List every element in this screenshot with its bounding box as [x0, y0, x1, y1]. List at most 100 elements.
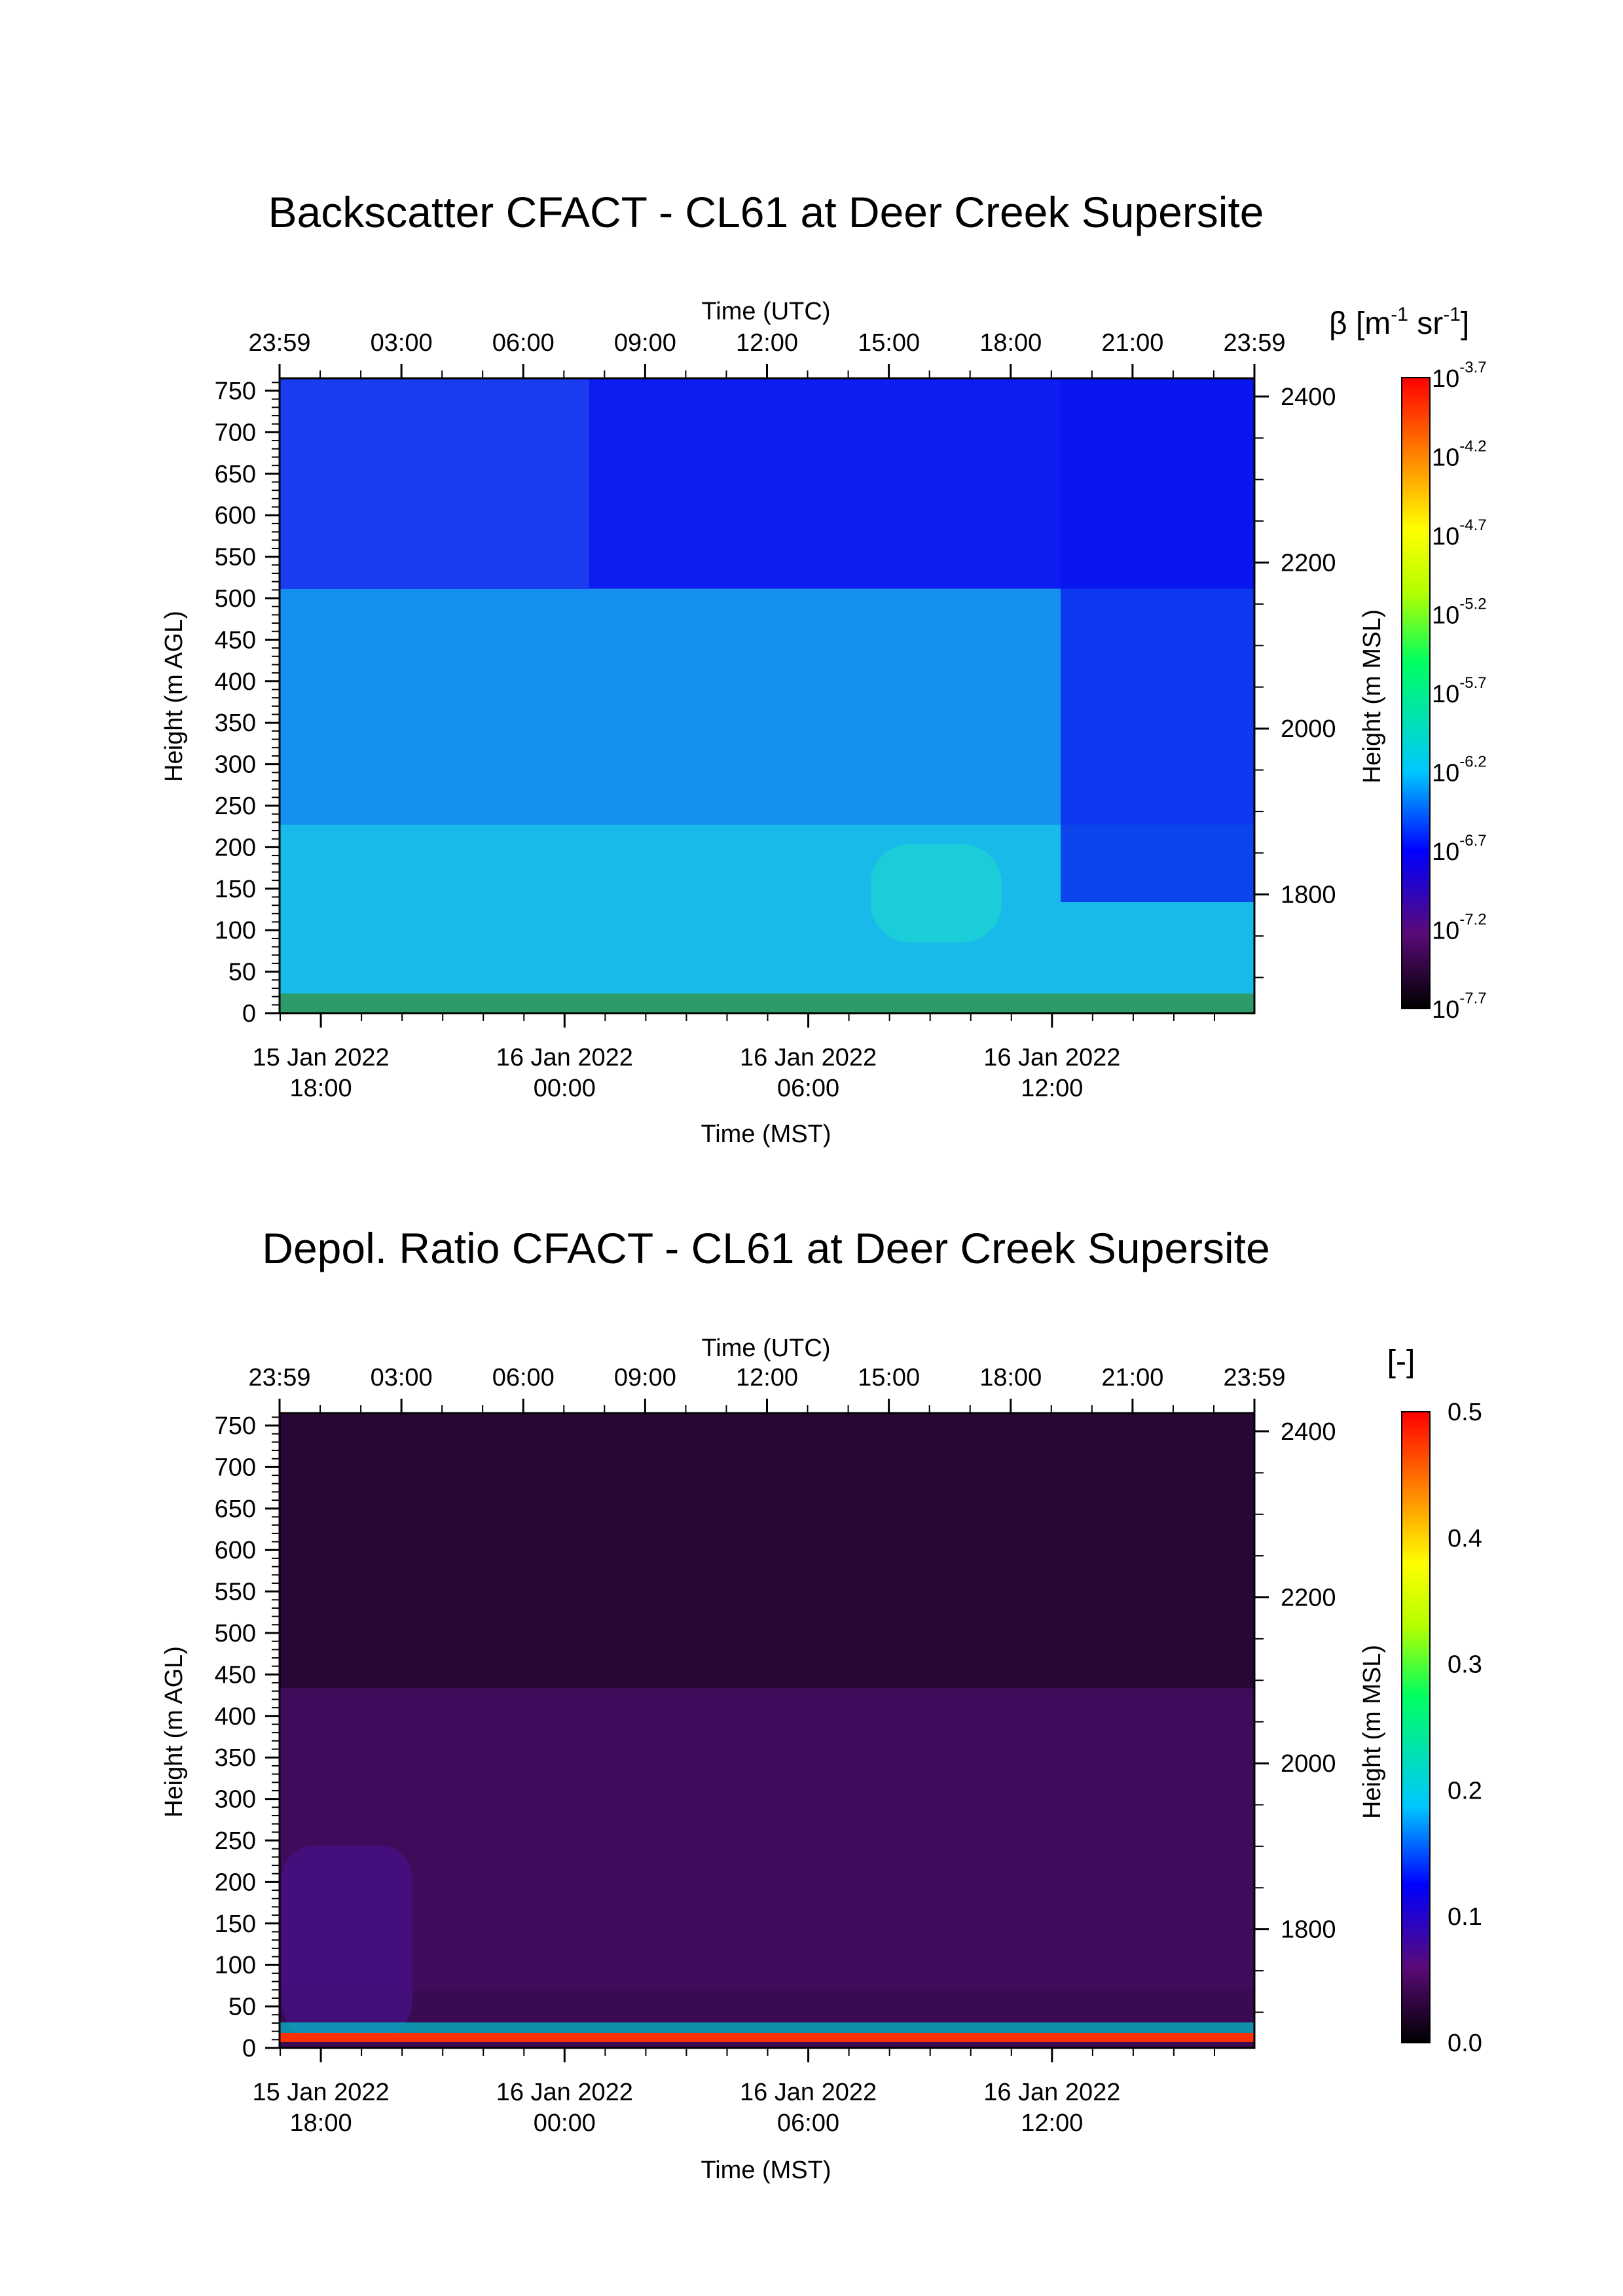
- top-tick-label: 15:00: [858, 329, 920, 357]
- surface-noise-strip: [280, 2022, 1254, 2033]
- left-tick-label: 700: [215, 419, 256, 446]
- right-tick-label: 1800: [1281, 1916, 1336, 1944]
- bottom-tick-date: 16 Jan 2022: [983, 1044, 1120, 1071]
- top-tick-label: 12:00: [736, 329, 798, 357]
- left-tick-label: 150: [215, 1910, 256, 1938]
- bottom-tick-time: 06:00: [777, 2109, 839, 2137]
- colorbar-tick-base: 10: [1432, 996, 1459, 1024]
- colorbar-tick-exponent: -7.2: [1459, 911, 1486, 929]
- left-tick-label: 0: [242, 2035, 256, 2062]
- bottom-tick-time: 12:00: [1021, 1075, 1083, 1102]
- colorbar-tick-label: 0.4: [1448, 1525, 1482, 1552]
- colorbar-label-part: sr: [1408, 306, 1443, 341]
- top-tick-label: 15:00: [858, 1364, 920, 1391]
- left-tick-label: 700: [215, 1454, 256, 1481]
- left-tick-label: 350: [215, 1744, 256, 1772]
- chart-title: Depol. Ratio CFACT - CL61 at Deer Creek …: [262, 1224, 1269, 1272]
- surface-high-strip: [280, 2033, 1254, 2042]
- bottom-tick-time: 00:00: [534, 2109, 596, 2137]
- left-tick-label: 250: [215, 793, 256, 820]
- left-tick-label: 450: [215, 1661, 256, 1689]
- colorbar-tick-label: 10-5.7: [1432, 674, 1487, 708]
- mid-layer: [280, 1689, 1254, 1990]
- colorbar-tick-exponent: -5.2: [1459, 596, 1486, 613]
- top-ticks: 23:59 03:00 06:00 09:00 12:00 15:00 18:00 21:00…: [248, 1364, 1286, 1413]
- right-ticks: 1800 2000 2200 2400: [1254, 384, 1336, 909]
- bottom-tick-date: 16 Jan 2022: [496, 1044, 633, 1071]
- top-tick-label: 23:59: [248, 329, 310, 357]
- top-tick-label: 03:00: [371, 1364, 433, 1391]
- left-tick-label: 400: [215, 668, 256, 696]
- right-ticks: 1800 2000 2200 2400: [1254, 1418, 1336, 1944]
- top-ticks: 23:59 03:00 06:00 09:00 12:00 15:00 18:00 21:00…: [248, 329, 1286, 378]
- colorbar-label-part: β [m: [1329, 306, 1391, 341]
- bottom-tick-time: 18:00: [290, 2109, 352, 2137]
- colorbar-tick-exponent: -7.7: [1459, 990, 1486, 1007]
- backscatter-panel: Backscatter CFACT - CL61 at Deer Creek S…: [160, 188, 1487, 1148]
- left-tick-label: 50: [228, 959, 256, 986]
- left-ticks: 0 50 100 150 200 250 300 350 400 450 500 550 600 650 7…: [215, 1412, 280, 2062]
- colorbar-label-part: -1: [1443, 304, 1461, 325]
- colorbar-tick-label: 0.0: [1448, 2030, 1482, 2057]
- colorbar-label-part: -1: [1391, 304, 1408, 325]
- left-plume: [282, 1846, 412, 2036]
- left-tick-label: 500: [215, 1620, 256, 1647]
- bottom-tick-time: 00:00: [534, 1075, 596, 1102]
- top-tick-label: 21:00: [1101, 329, 1163, 357]
- colorbar-ticks: 0.0 0.1 0.2 0.3 0.4 0.5: [1448, 1399, 1482, 2057]
- left-tick-label: 500: [215, 585, 256, 613]
- colorbar-label-part: ]: [1461, 306, 1469, 341]
- bottom-tick-time: 12:00: [1021, 2109, 1083, 2137]
- right-axis-label: Height (m MSL): [1359, 1645, 1386, 1819]
- colorbar-tick-exponent: -4.7: [1459, 516, 1486, 534]
- bottom-tick-time: 18:00: [290, 1075, 352, 1102]
- top-tick-label: 06:00: [492, 329, 555, 357]
- minor-ticks: [272, 1405, 1264, 2056]
- left-tick-label: 0: [242, 1000, 256, 1028]
- colorbar: β [m-1 sr-1] 10-7.710-7.210-6.710-6.210-…: [1329, 304, 1487, 1024]
- colorbar: [-] 0.0 0.1 0.2 0.3 0.4 0.5: [1387, 1344, 1482, 2057]
- bottom-axis-label: Time (MST): [701, 1121, 831, 1148]
- left-tick-label: 600: [215, 1537, 256, 1564]
- left-tick-label: 250: [215, 1827, 256, 1855]
- left-tick-label: 200: [215, 1869, 256, 1896]
- bottom-tick-date: 15 Jan 2022: [252, 2079, 389, 2106]
- colorbar-label: [-]: [1387, 1344, 1415, 1379]
- colorbar-tick-exponent: -5.7: [1459, 674, 1486, 692]
- top-tick-label: 18:00: [979, 1364, 1042, 1391]
- colorbar-tick-label: 10-4.2: [1432, 438, 1487, 472]
- left-axis-label: Height (m AGL): [160, 611, 188, 782]
- bottom-axis-label: Time (MST): [701, 2157, 831, 2184]
- minor-ticks: [272, 370, 1264, 1021]
- left-tick-label: 750: [215, 378, 256, 405]
- colorbar-tick-base: 10: [1432, 838, 1459, 866]
- right-tick-label: 2400: [1281, 384, 1336, 411]
- colorbar-tick-base: 10: [1432, 523, 1459, 550]
- bottom-tick-date: 16 Jan 2022: [740, 2079, 877, 2106]
- colorbar-tick-label: 0.5: [1448, 1399, 1482, 1426]
- colorbar-label: β [m-1 sr-1]: [1329, 304, 1469, 341]
- left-tick-label: 50: [228, 1994, 256, 2021]
- left-ticks: 0 50 100 150 200 250 300 350 400 450 500 550 600 650 7…: [215, 378, 280, 1028]
- colorbar-tick-label: 0.2: [1448, 1777, 1482, 1804]
- left-tick-label: 550: [215, 544, 256, 571]
- colorbar-tick-exponent: -6.2: [1459, 753, 1486, 771]
- bottom-tick-date: 15 Jan 2022: [252, 1044, 389, 1071]
- colorbar-tick-exponent: -6.7: [1459, 832, 1486, 850]
- left-axis-label: Height (m AGL): [160, 1646, 188, 1818]
- heatmap-plot-area: [278, 1412, 1256, 2049]
- left-tick-label: 650: [215, 461, 256, 488]
- left-tick-label: 100: [215, 1952, 256, 1979]
- left-tick-label: 200: [215, 834, 256, 861]
- chart-title: Backscatter CFACT - CL61 at Deer Creek S…: [268, 188, 1264, 236]
- right-tick-label: 2200: [1281, 1584, 1336, 1611]
- top-axis-label: Time (UTC): [702, 1335, 831, 1362]
- right-tick-label: 2400: [1281, 1418, 1336, 1446]
- left-tick-label: 100: [215, 917, 256, 944]
- left-tick-label: 150: [215, 876, 256, 903]
- right-tick-label: 2000: [1281, 715, 1336, 743]
- colorbar-tick-base: 10: [1432, 444, 1459, 472]
- right-axis-label: Height (m MSL): [1359, 609, 1386, 783]
- colorbar-tick-base: 10: [1432, 365, 1459, 393]
- colorbar-tick-label: 0.3: [1448, 1651, 1482, 1679]
